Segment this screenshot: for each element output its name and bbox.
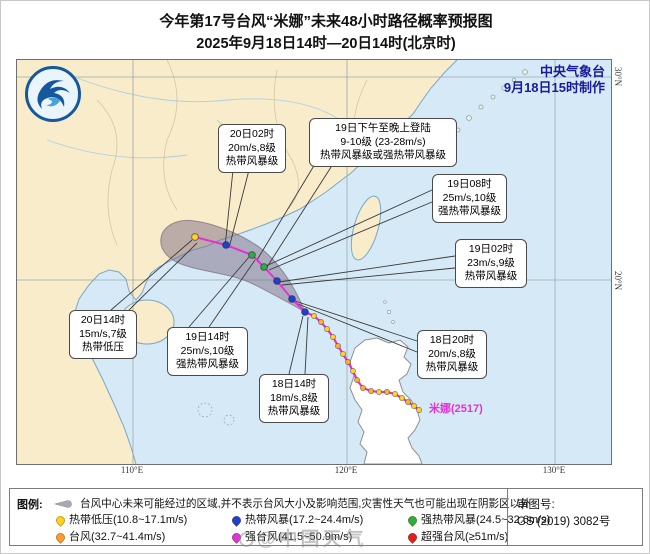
legend-item-label: 热带风暴(17.2~24.4m/s) [245,514,364,526]
ty-marker-icon [54,530,67,544]
label-pointer-lines [110,163,456,375]
label-wind: 23m/s,9级 [467,256,515,269]
lon-label-130e: 130°E [542,465,566,475]
lon-label-110e: 110°E [120,465,144,475]
legend-items-area: 图例: 台风中心未来可能经过的区域,并不表示台风大小及影响范围,灾害性天气也可能… [10,489,550,545]
legend-item-ts: 热带风暴(17.2~24.4m/s) [230,511,364,527]
label-wind: 20m/s,8级 [228,141,276,154]
map-canvas: 18日14时 18m/s,8级 热带风暴级 18日20时 20m/s,8级 热带… [16,59,612,465]
typhoon-track-layer [191,233,422,413]
storm-name-label: 米娜(2517) [429,403,483,415]
page-subtitle: 2025年9月18日14时—20日14时(北京时) [196,36,456,52]
paracel-islands-dashed [197,402,235,426]
label-time: 19日02时 [468,243,514,255]
label-time: 18日14时 [271,378,317,390]
review-number: GS (2019) 3082号 [517,516,611,528]
forecast-label-18d14h: 18日14时 18m/s,8级 热带风暴级 [259,374,329,423]
legend-item-label: 强热带风暴(24.5~32.6m/s) [421,514,551,526]
agency-credit: 中央气象台 9月18日15时制作 [504,64,605,96]
agency-issue-time: 9月18日15时制作 [503,80,605,95]
legend-item-sty: 强台风(41.5~50.9m/s) [230,528,353,544]
forecast-label-19d08h: 19日08时 25m/s,10级 强热带风暴级 [432,174,507,223]
legend-item-sts: 强热带风暴(24.5~32.6m/s) [406,511,551,527]
legend-item-label: 台风(32.7~41.4m/s) [69,531,166,543]
label-wind: 25m/s,10级 [180,344,235,357]
taiwan-island [350,195,382,261]
legend-caption: 图例: [17,499,43,511]
cone-icon [53,499,76,512]
label-wind: 25m/s,10级 [442,191,497,204]
cma-logo-icon [25,66,81,122]
lon-label-120e: 120°E [334,465,358,475]
label-time: 18日20时 [429,334,475,346]
forecast-label-20d02h: 20日02时 20m/s,8级 热带风暴级 [218,124,286,173]
review-label: 审图号: [517,499,555,511]
label-category: 强热带风暴级 [438,205,501,217]
label-time: 19日08时 [447,178,492,190]
legend-cone-description: 台风中心未来可能经过的区域,并不表示台风大小及影响范围,灾害性天气也可能出现在阴… [80,498,531,510]
forecast-label-18d20h: 18日20时 20m/s,8级 热带风暴级 [417,330,487,379]
legend-item-label: 超强台风(≥51m/s) [421,531,509,543]
province-borders [96,60,368,246]
label-wind: 15m/s,7级 [79,327,127,340]
label-category: 热带风暴级 [267,405,321,417]
label-category: 热带风暴级 [425,361,479,373]
ssty-marker-icon [406,530,419,544]
legend-item-label: 热带低压(10.8~17.1m/s) [69,514,188,526]
sts-marker-icon [406,513,419,527]
landfall-label: 19日下午至晚上登陆 9-10级 (23-28m/s) 热带风暴级或强热带风暴级 [309,118,457,167]
label-category: 强热带风暴级 [176,358,239,370]
watermark-logo-icon [239,532,254,548]
label-time: 19日下午至晚上登陆 [335,122,431,134]
legend-item-label: 强台风(41.5~50.9m/s) [245,531,353,543]
lat-label-30n: 30°N [613,67,623,87]
label-wind: 9-10级 (23-28m/s) [340,135,426,148]
label-category: 热带低压 [82,341,124,353]
label-time: 20日14时 [80,314,126,326]
label-category: 热带风暴级 [464,270,518,282]
forecast-label-20d14h: 20日14时 15m/s,7级 热带低压 [69,310,137,359]
legend-item-ty: 台风(32.7~41.4m/s) [54,528,166,544]
map-review-number: 审图号: GS (2019) 3082号 [507,489,643,545]
label-wind: 18m/s,8级 [270,391,318,404]
legend-item-td: 热带低压(10.8~17.1m/s) [54,511,188,527]
forecast-label-19d14h: 19日14时 25m/s,10级 强热带风暴级 [167,327,248,376]
agency-name: 中央气象台 [539,64,605,79]
label-wind: 20m/s,8级 [428,347,476,360]
label-time: 20日02时 [229,128,275,140]
watermark-text: @中国天气 [257,529,367,550]
page-title: 今年第17号台风“米娜”未来48小时路径概率预报图 [159,13,493,30]
lat-label-20n: 20°N [613,271,623,291]
watermark: @中国天气 [239,524,367,551]
small-islands [383,300,395,324]
td-marker-icon [54,513,67,527]
forecast-label-19d02h: 19日02时 23m/s,9级 热带风暴级 [455,239,527,288]
legend-panel: 图例: 台风中心未来可能经过的区域,并不表示台风大小及影响范围,灾害性天气也可能… [9,488,643,546]
label-category: 热带风暴级或强热带风暴级 [320,149,446,161]
legend-item-ssty: 超强台风(≥51m/s) [406,528,509,544]
luzon-island [349,337,423,464]
label-time: 19日14时 [185,331,230,343]
label-category: 热带风暴级 [225,155,279,167]
